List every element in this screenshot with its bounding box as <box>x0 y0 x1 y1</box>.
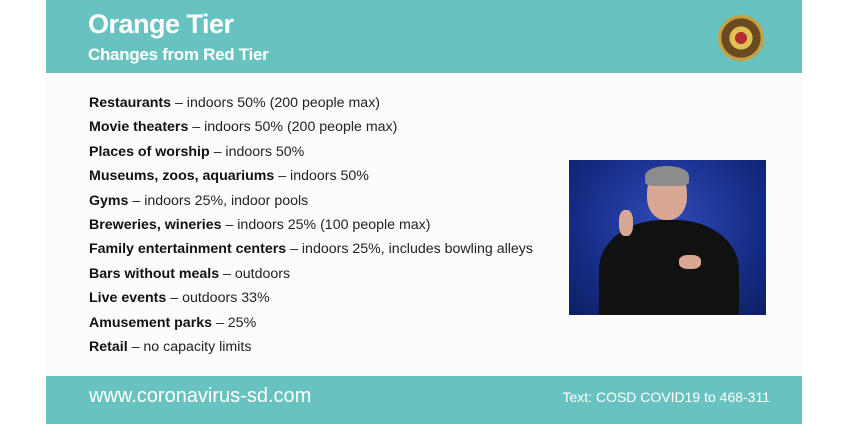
item-label: Retail <box>89 338 128 355</box>
list-item: Museums, zoos, aquariums – indoors 50% <box>89 166 533 190</box>
item-detail: – indoors 25% (100 people max) <box>221 216 431 233</box>
item-label: Amusement parks <box>89 314 213 331</box>
item-label: Family entertainment centers <box>89 241 287 258</box>
slide-title: Orange Tier <box>88 9 234 39</box>
list-item: Gyms – indoors 25%, indoor pools <box>89 191 533 215</box>
list-item: Bars without meals – outdoors <box>89 264 533 288</box>
list-item: Breweries, wineries – indoors 25% (100 p… <box>89 215 533 239</box>
item-detail: – indoors 50% (200 people max) <box>171 95 381 111</box>
item-label: Museums, zoos, aquariums <box>89 168 275 185</box>
item-detail: – indoors 50% <box>274 168 369 185</box>
interpreter-hand <box>679 255 701 269</box>
website-url: www.coronavirus-sd.com <box>89 385 312 407</box>
slide: Orange Tier Changes from Red Tier Restau… <box>46 0 802 424</box>
item-label: Breweries, wineries <box>89 216 222 233</box>
item-detail: – outdoors <box>219 265 291 282</box>
item-detail: – indoors 25%, includes bowling alleys <box>286 241 533 258</box>
item-detail: – 25% <box>212 314 257 331</box>
list-item: Movie theaters – indoors 50% (200 people… <box>89 117 533 141</box>
item-label: Gyms <box>89 192 129 209</box>
list-item: Live events – outdoors 33% <box>89 288 533 312</box>
slide-header: Orange Tier Changes from Red Tier <box>46 0 802 73</box>
item-label: Movie theaters <box>89 119 189 136</box>
item-detail: – no capacity limits <box>127 338 252 355</box>
list-item: Retail – no capacity limits <box>89 337 533 361</box>
interpreter-body <box>599 220 739 315</box>
list-item: Family entertainment centers – indoors 2… <box>89 239 533 263</box>
slide-footer: www.coronavirus-sd.com Text: COSD COVID1… <box>46 376 802 424</box>
interpreter-hand <box>619 210 633 236</box>
slide-subtitle: Changes from Red Tier <box>88 45 269 64</box>
item-detail: – outdoors 33% <box>166 290 270 307</box>
interpreter-hair <box>645 166 689 186</box>
list-item: Amusement parks – 25% <box>89 313 533 337</box>
item-detail: – indoors 50% (200 people max) <box>188 119 398 136</box>
item-detail: – indoors 50% <box>209 143 305 160</box>
list-item: Places of worship – indoors 50% <box>89 142 533 166</box>
item-detail: – indoors 25%, indoor pools <box>128 192 309 209</box>
text-alert-info: Text: COSD COVID19 to 468-311 <box>562 389 771 405</box>
list-item: Restaurants – indoors 50% (200 people ma… <box>89 93 533 117</box>
item-label: Live events <box>89 290 167 307</box>
sign-language-interpreter-video <box>569 160 766 315</box>
changes-list: Restaurants – indoors 50% (200 people ma… <box>89 93 533 361</box>
item-label: Places of worship <box>89 143 210 160</box>
item-label: Restaurants <box>89 95 172 111</box>
item-label: Bars without meals <box>89 265 220 282</box>
county-seal-logo <box>718 15 764 61</box>
